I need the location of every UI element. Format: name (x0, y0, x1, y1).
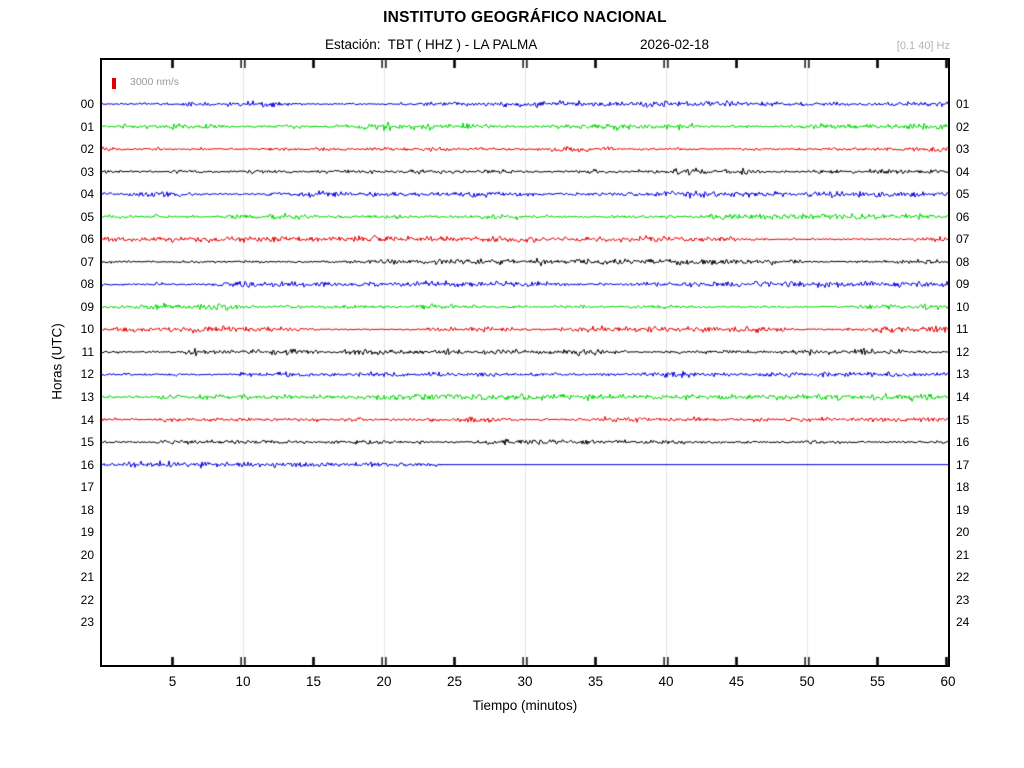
hour-label-left: 19 (80, 525, 94, 540)
hour-label-left: 05 (80, 209, 94, 224)
hour-label-left: 18 (80, 502, 94, 517)
hour-label-right: 11 (956, 322, 969, 337)
x-tick-label: 15 (305, 674, 322, 689)
x-axis-title: Tiempo (minutos) (472, 698, 578, 713)
hour-label-right: 16 (956, 435, 970, 450)
hour-label-left: 16 (80, 457, 94, 472)
hour-label-right: 18 (956, 480, 970, 495)
hour-label-right: 12 (956, 344, 970, 359)
hour-label-left: 13 (80, 390, 94, 405)
hour-label-right: 20 (956, 525, 970, 540)
hour-label-left: 10 (80, 322, 94, 337)
y-axis-title: Horas (UTC) (49, 323, 65, 400)
hour-label-right: 07 (956, 232, 970, 247)
hour-label-right: 10 (956, 299, 970, 314)
seismogram-traces-canvas (102, 60, 948, 665)
x-tick-label: 25 (446, 674, 463, 689)
hour-label-left: 12 (80, 367, 94, 382)
hour-label-right: 14 (956, 390, 970, 405)
hour-label-right: 19 (956, 502, 970, 517)
hour-label-right: 09 (956, 277, 970, 292)
x-tick-label: 55 (869, 674, 886, 689)
hour-label-right: 21 (956, 547, 970, 562)
x-tick-label: 40 (658, 674, 674, 689)
x-tick-label: 35 (587, 674, 604, 689)
hour-label-right: 06 (956, 209, 970, 224)
hour-label-left: 21 (80, 570, 94, 585)
hour-label-left: 01 (80, 119, 94, 134)
hour-label-left: 02 (80, 142, 94, 157)
hour-label-left: 23 (80, 615, 94, 630)
hour-label-left: 22 (80, 592, 94, 607)
x-tick-label: 20 (376, 674, 392, 689)
hour-label-right: 15 (956, 412, 970, 427)
scale-bar-icon (112, 78, 116, 89)
hour-label-right: 23 (956, 592, 970, 607)
hour-label-right: 08 (956, 254, 970, 269)
page-title: INSTITUTO GEOGRÁFICO NACIONAL (383, 9, 667, 26)
station-label: Estación: TBT ( HHZ ) - LA PALMA (325, 37, 538, 52)
seismogram-plot-area (100, 58, 950, 667)
hour-label-left: 17 (80, 480, 94, 495)
hour-label-right: 04 (956, 164, 970, 179)
hour-label-right: 01 (956, 97, 970, 111)
x-tick-label: 5 (168, 674, 177, 689)
hour-label-right: 05 (956, 187, 970, 202)
hour-label-right: 02 (956, 119, 970, 134)
x-tick-label: 30 (517, 674, 533, 689)
hour-label-left: 15 (80, 435, 94, 450)
hour-label-left: 07 (80, 254, 94, 269)
hour-label-left: 06 (80, 232, 94, 247)
hour-label-right: 03 (956, 142, 970, 157)
hour-label-left: 00 (80, 97, 94, 111)
hour-label-left: 08 (80, 277, 94, 292)
date-label: 2026-02-18 (640, 37, 710, 52)
x-tick-label: 10 (235, 674, 251, 689)
hour-label-right: 17 (956, 457, 970, 472)
hour-label-left: 04 (80, 187, 94, 202)
scale-value-label: 3000 nm/s (130, 76, 180, 88)
hour-label-right: 13 (956, 367, 970, 382)
hour-label-right: 24 (956, 615, 970, 630)
x-tick-label: 60 (940, 674, 956, 689)
hour-label-left: 03 (80, 164, 94, 179)
x-tick-label: 50 (799, 674, 815, 689)
hour-label-left: 09 (80, 299, 94, 314)
filter-band-label: [0.1 40] Hz (896, 40, 950, 52)
hour-label-left: 20 (80, 547, 94, 562)
x-tick-label: 45 (728, 674, 745, 689)
hour-label-left: 14 (80, 412, 94, 427)
hour-label-right: 22 (956, 570, 970, 585)
hour-label-left: 11 (81, 344, 94, 359)
